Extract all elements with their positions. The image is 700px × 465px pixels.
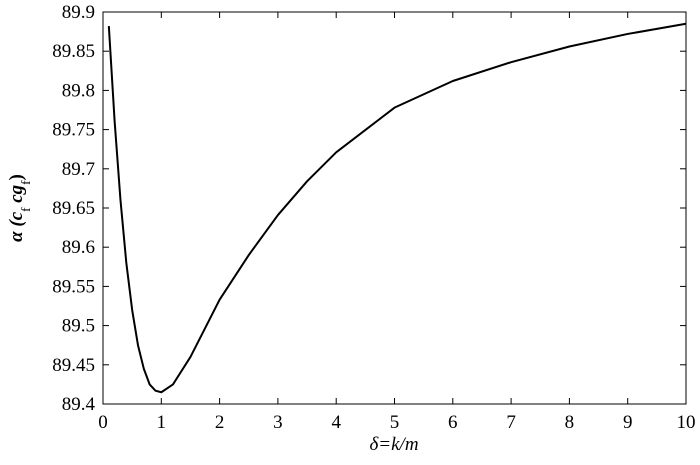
y-tick-label: 89.4 xyxy=(62,394,96,415)
y-axis-label-part: cg xyxy=(6,185,27,208)
y-tick-label: 89.75 xyxy=(52,120,95,141)
y-tick-label: 89.55 xyxy=(52,276,95,297)
x-tick-label: 1 xyxy=(157,412,167,433)
y-tick-label: 89.65 xyxy=(52,198,95,219)
x-tick-label: 3 xyxy=(273,412,283,433)
y-tick-label: 89.8 xyxy=(62,80,95,101)
y-axis-label: α (cf cgf) xyxy=(6,174,33,242)
x-axis-label: δ=k/m xyxy=(369,434,418,455)
x-tick-label: 2 xyxy=(215,412,225,433)
x-tick-label: 4 xyxy=(331,412,341,433)
x-tick-label: 8 xyxy=(565,412,575,433)
y-tick-label: 89.7 xyxy=(62,159,95,180)
plot-frame xyxy=(102,11,687,405)
x-tick-label: 7 xyxy=(506,412,516,433)
x-tick-label: 6 xyxy=(448,412,458,433)
y-axis-label-part: f xyxy=(18,207,33,212)
y-axis-label-part: c xyxy=(6,211,27,220)
y-tick-label: 89.9 xyxy=(62,2,95,23)
y-tick-label: 89.6 xyxy=(62,237,95,258)
x-tick-label: 5 xyxy=(390,412,400,433)
y-axis-label-part: α ( xyxy=(6,219,27,242)
y-tick-label: 89.45 xyxy=(52,355,95,376)
x-tick-label: 10 xyxy=(677,412,696,433)
y-tick-label: 89.5 xyxy=(62,316,95,337)
x-tick-label: 9 xyxy=(623,412,633,433)
x-tick-label: 0 xyxy=(98,412,108,433)
y-axis-label-part: ) xyxy=(6,174,27,180)
line xyxy=(107,22,687,394)
y-tick-label: 89.85 xyxy=(52,41,95,62)
y-axis-label-part: f xyxy=(18,180,33,185)
